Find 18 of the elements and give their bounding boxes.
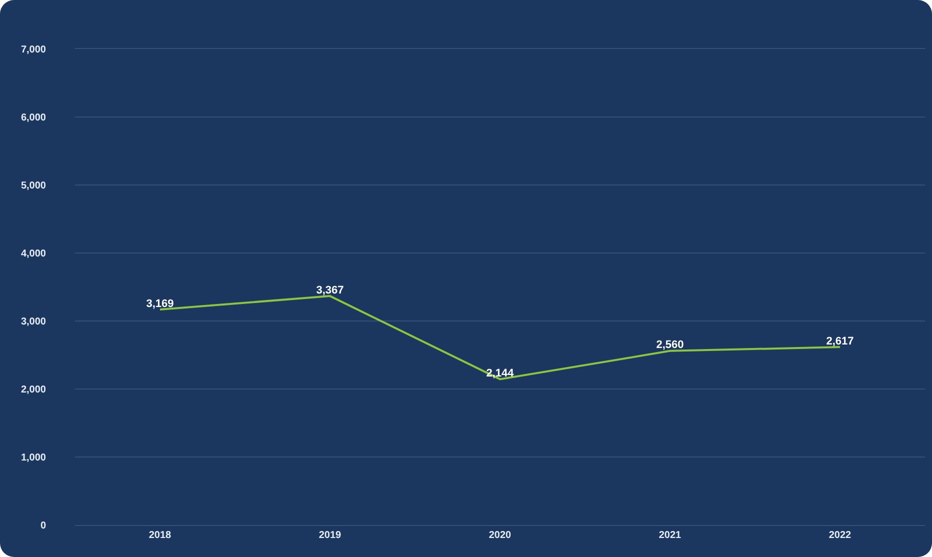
x-tick-label: 2021 bbox=[658, 530, 682, 541]
x-tick-label: 2022 bbox=[828, 530, 852, 541]
y-tick-label: 7,000 bbox=[20, 44, 46, 56]
text: 3,169 bbox=[146, 298, 174, 310]
y-tick-label: 4,000 bbox=[20, 248, 46, 260]
y-tick-label: 1,000 bbox=[20, 452, 46, 464]
y-tick-label: 6,000 bbox=[20, 112, 46, 124]
text: 2,560 bbox=[656, 339, 684, 352]
y-tick-label: 5,000 bbox=[20, 180, 46, 192]
text: 2,617 bbox=[826, 335, 854, 348]
y-tick-label: 3,000 bbox=[20, 316, 46, 328]
y-tick-label: 0 bbox=[40, 520, 46, 532]
x-tick-label: 2019 bbox=[318, 530, 342, 541]
x-tick-label: 2018 bbox=[148, 530, 172, 541]
x-tick-label: 2020 bbox=[488, 530, 512, 541]
text: 2,144 bbox=[486, 367, 514, 380]
y-tick-label: 2,000 bbox=[20, 384, 46, 396]
text: 3,367 bbox=[316, 284, 344, 296]
